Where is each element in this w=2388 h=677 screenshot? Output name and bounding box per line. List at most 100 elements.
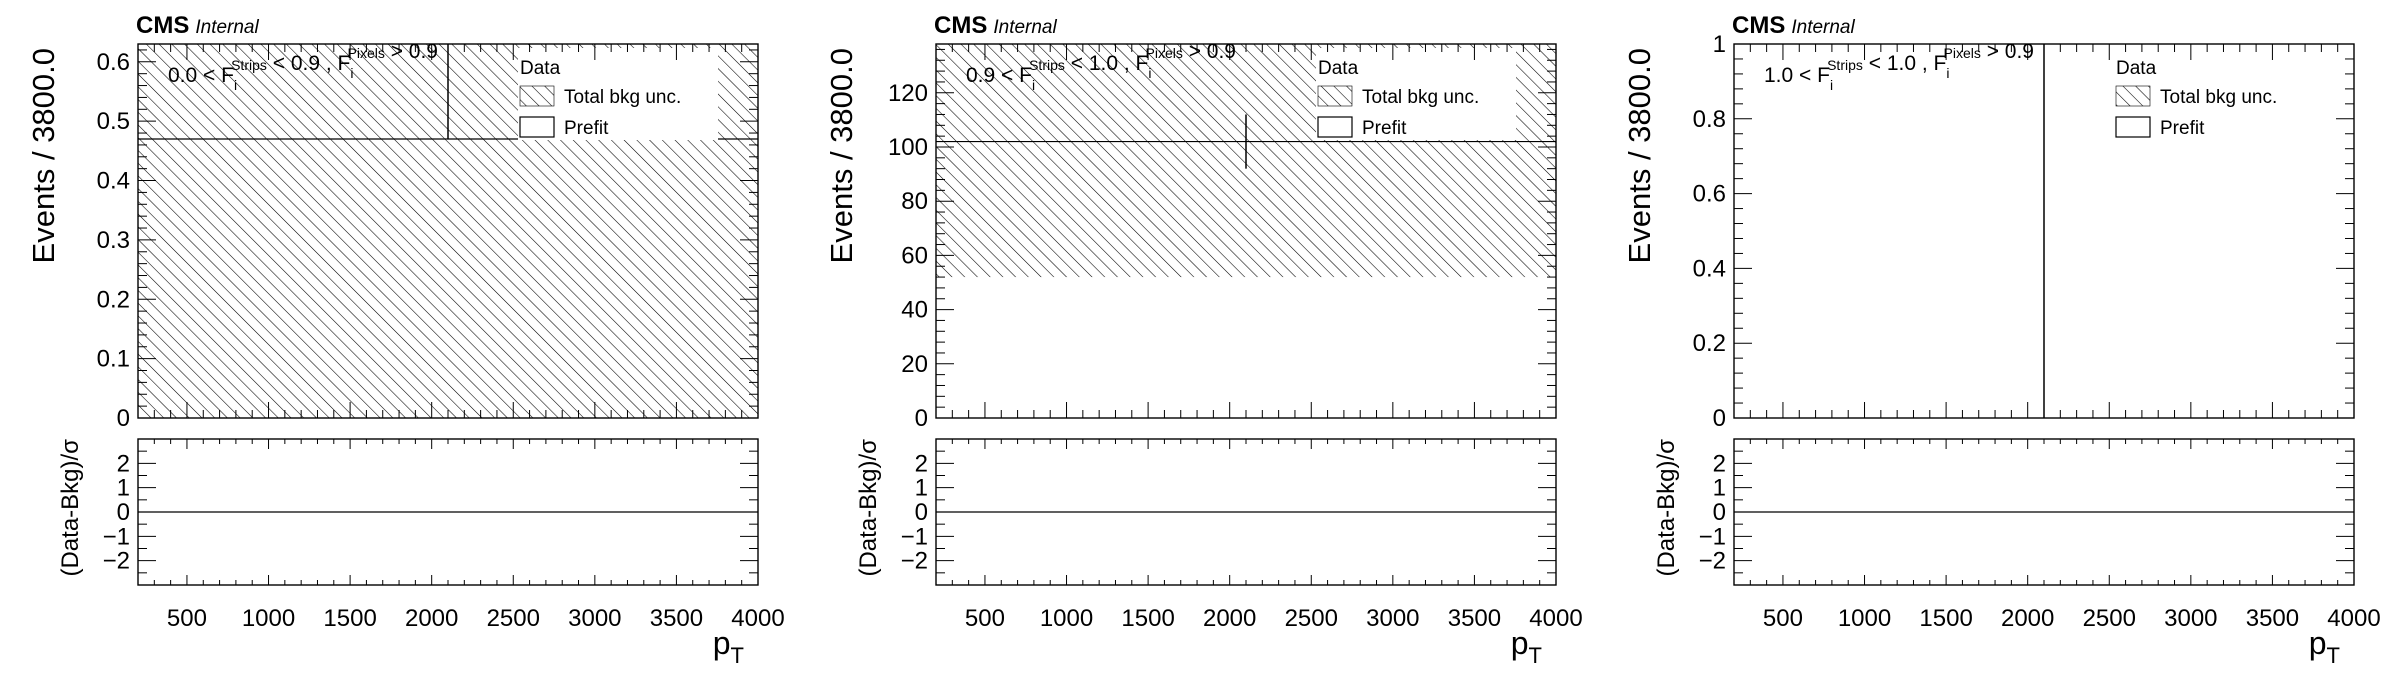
ratio-y-tick-label: 0 bbox=[915, 499, 928, 526]
y-tick-label: 0.2 bbox=[1693, 330, 1726, 357]
x-tick-label: 1000 bbox=[1040, 605, 1093, 632]
ratio-y-axis-title: (Data-Bkg)/σ bbox=[1653, 439, 1680, 577]
ratio-y-tick-label: 2 bbox=[1713, 450, 1726, 477]
legend-prefit-swatch bbox=[2115, 116, 2151, 138]
x-tick-label: 3000 bbox=[568, 605, 621, 632]
ratio-y-tick-label: −2 bbox=[103, 548, 130, 575]
y-tick-label: 0.8 bbox=[1693, 106, 1726, 133]
x-tick-label: 2500 bbox=[2083, 605, 2136, 632]
y-tick-label: 100 bbox=[888, 134, 928, 161]
region-value: 1.0 bbox=[1764, 64, 1793, 87]
ratio-y-tick-label: −1 bbox=[901, 523, 928, 550]
y-axis-title: Events / 3800.0 bbox=[824, 48, 859, 263]
x-axis-title: pT bbox=[713, 625, 744, 668]
ratio-y-axis-title: (Data-Bkg)/σ bbox=[57, 439, 84, 577]
y-tick-label: 80 bbox=[901, 188, 928, 215]
region-value: 0.9 bbox=[2005, 40, 2034, 63]
ratio-y-tick-label: 2 bbox=[117, 450, 130, 477]
ratio-y-tick-label: 1 bbox=[1713, 475, 1726, 502]
x-tick-label: 2500 bbox=[487, 605, 540, 632]
region-value: 1.0 bbox=[1887, 52, 1916, 75]
legend-unc-swatch bbox=[1317, 85, 1353, 107]
y-tick-label: 60 bbox=[901, 242, 928, 269]
region-value: 0.9 bbox=[1207, 40, 1236, 63]
ratio-y-tick-label: 0 bbox=[1713, 499, 1726, 526]
experiment-label: CMS Internal bbox=[136, 12, 259, 39]
x-tick-label: 2000 bbox=[2001, 605, 2054, 632]
x-tick-label: 3000 bbox=[2164, 605, 2217, 632]
region-value: 0.9 bbox=[291, 52, 320, 75]
x-tick-label: 4000 bbox=[1529, 605, 1582, 632]
y-tick-label: 0.4 bbox=[97, 168, 130, 195]
y-tick-label: 0 bbox=[1713, 405, 1726, 432]
y-axis-title: Events / 3800.0 bbox=[1622, 48, 1657, 263]
x-tick-label: 3500 bbox=[650, 605, 703, 632]
x-tick-label: 4000 bbox=[2327, 605, 2380, 632]
x-tick-label: 3500 bbox=[1448, 605, 1501, 632]
legend-data-label: Data bbox=[520, 58, 561, 79]
legend-prefit-label: Prefit bbox=[564, 118, 609, 139]
region-value: 0.0 bbox=[168, 64, 197, 87]
ratio-y-tick-label: 2 bbox=[915, 450, 928, 477]
legend-data-label: Data bbox=[2116, 58, 2157, 79]
x-tick-label: 2500 bbox=[1285, 605, 1338, 632]
legend-prefit-label: Prefit bbox=[2160, 118, 2205, 139]
x-tick-label: 2000 bbox=[1203, 605, 1256, 632]
y-tick-label: 0.2 bbox=[97, 286, 130, 313]
x-tick-label: 1500 bbox=[1121, 605, 1174, 632]
y-tick-label: 0.1 bbox=[97, 346, 130, 373]
y-tick-label: 0 bbox=[915, 405, 928, 432]
region-label: 1.0 < FiStrips < 1.0 , FiPixels > 0.9 bbox=[1764, 40, 2034, 93]
ratio-y-tick-label: −1 bbox=[103, 523, 130, 550]
legend-unc-swatch bbox=[2115, 85, 2151, 107]
x-tick-label: 4000 bbox=[731, 605, 784, 632]
legend-prefit-swatch bbox=[519, 116, 555, 138]
region-label: 0.9 < FiStrips < 1.0 , FiPixels > 0.9 bbox=[966, 40, 1236, 93]
x-tick-label: 500 bbox=[1763, 605, 1803, 632]
region-value: 0.9 bbox=[409, 40, 438, 63]
x-axis-title: pT bbox=[2309, 625, 2340, 668]
y-axis-title: Events / 3800.0 bbox=[26, 48, 61, 263]
ratio-y-tick-label: 1 bbox=[915, 475, 928, 502]
legend-unc-label: Total bkg unc. bbox=[564, 87, 681, 108]
experiment-label: CMS Internal bbox=[1732, 12, 1855, 39]
ratio-y-tick-label: −1 bbox=[1699, 523, 1726, 550]
legend-unc-swatch bbox=[519, 85, 555, 107]
experiment-label: CMS Internal bbox=[934, 12, 1057, 39]
legend-prefit-label: Prefit bbox=[1362, 118, 1407, 139]
x-tick-label: 3000 bbox=[1366, 605, 1419, 632]
x-tick-label: 3500 bbox=[2246, 605, 2299, 632]
region-label: 0.0 < FiStrips < 0.9 , FiPixels > 0.9 bbox=[168, 40, 438, 93]
y-tick-label: 20 bbox=[901, 351, 928, 378]
y-tick-label: 120 bbox=[888, 80, 928, 107]
ratio-y-tick-label: 1 bbox=[117, 475, 130, 502]
x-tick-label: 1500 bbox=[1919, 605, 1972, 632]
y-tick-label: 40 bbox=[901, 297, 928, 324]
x-tick-label: 2000 bbox=[405, 605, 458, 632]
region-value: 0.9 bbox=[966, 64, 995, 87]
legend-unc-label: Total bkg unc. bbox=[1362, 87, 1479, 108]
ratio-y-tick-label: −2 bbox=[901, 548, 928, 575]
y-tick-label: 0.4 bbox=[1693, 255, 1726, 282]
ratio-y-tick-label: −2 bbox=[1699, 548, 1726, 575]
ratio-y-tick-label: 0 bbox=[117, 499, 130, 526]
x-tick-label: 500 bbox=[965, 605, 1005, 632]
legend-prefit-swatch bbox=[1317, 116, 1353, 138]
x-tick-label: 1500 bbox=[323, 605, 376, 632]
x-tick-label: 1000 bbox=[1838, 605, 1891, 632]
x-tick-label: 500 bbox=[167, 605, 207, 632]
x-tick-label: 1000 bbox=[242, 605, 295, 632]
legend-unc-label: Total bkg unc. bbox=[2160, 87, 2277, 108]
region-value: 1.0 bbox=[1089, 52, 1118, 75]
ratio-y-axis-title: (Data-Bkg)/σ bbox=[855, 439, 882, 577]
y-tick-label: 0.6 bbox=[1693, 181, 1726, 208]
x-axis-title: pT bbox=[1511, 625, 1542, 668]
